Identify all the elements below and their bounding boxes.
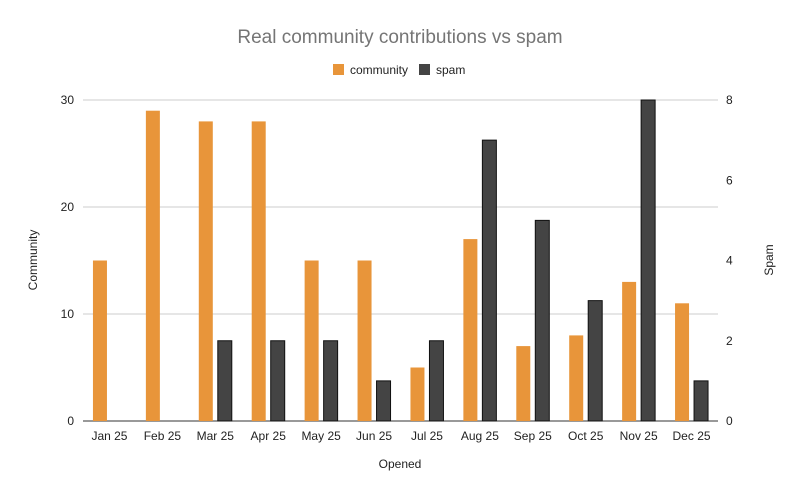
bar-community — [410, 367, 425, 421]
y-left-tick-label: 20 — [61, 200, 75, 214]
x-tick-label: Feb 25 — [144, 429, 182, 443]
x-tick-label: May 25 — [301, 429, 341, 443]
chart-title: Real community contributions vs spam — [237, 27, 562, 48]
x-tick-label: Nov 25 — [620, 429, 658, 443]
legend-label-spam: spam — [436, 63, 465, 77]
x-tick-label: Apr 25 — [251, 429, 287, 443]
bar-spam — [693, 380, 709, 422]
bar-community — [516, 346, 531, 421]
y-right-tick-label: 6 — [726, 173, 733, 187]
y-axis-right-label: Spam — [762, 244, 776, 275]
y-right-tick-label: 8 — [726, 93, 733, 107]
bar-spam — [428, 340, 444, 422]
bar-spam — [217, 340, 233, 422]
y-left-tick-label: 0 — [67, 414, 74, 428]
bar-community — [357, 260, 372, 421]
bar-spam — [323, 340, 339, 422]
y-right-tick-label: 2 — [726, 334, 733, 348]
x-tick-label: Aug 25 — [461, 429, 499, 443]
y-axis-right: 0 2 4 6 8 — [726, 93, 733, 428]
y-left-tick-label: 30 — [61, 93, 75, 107]
bars — [92, 99, 709, 422]
x-axis: Jan 25 Feb 25 Mar 25 Apr 25 May 25 Jun 25 Jul … — [91, 429, 710, 443]
bar-community — [463, 239, 478, 421]
x-tick-label: Sep 25 — [514, 429, 552, 443]
bar-community — [304, 260, 319, 421]
bar-spam — [376, 380, 392, 422]
y-left-tick-label: 10 — [61, 307, 75, 321]
legend-swatch-community — [333, 64, 344, 75]
bar-community — [92, 260, 107, 421]
x-axis-label: Opened — [379, 457, 422, 471]
bar-spam — [587, 300, 603, 422]
legend-label-community: community — [350, 63, 408, 77]
bar-community — [145, 110, 160, 421]
y-right-tick-label: 4 — [726, 254, 733, 268]
bar-community — [622, 281, 637, 421]
bar-spam — [640, 99, 656, 422]
x-tick-label: Dec 25 — [673, 429, 711, 443]
bar-spam — [534, 219, 550, 422]
gridlines — [83, 99, 718, 422]
y-right-tick-label: 0 — [726, 414, 733, 428]
bar-spam — [270, 340, 286, 422]
x-tick-label: Jun 25 — [356, 429, 392, 443]
x-tick-label: Jul 25 — [411, 429, 443, 443]
x-tick-label: Mar 25 — [197, 429, 235, 443]
bar-community — [198, 121, 213, 422]
bar-spam — [481, 139, 497, 422]
x-tick-label: Jan 25 — [91, 429, 127, 443]
y-axis-left-label: Community — [26, 230, 40, 291]
x-tick-label: Oct 25 — [568, 429, 604, 443]
legend: community spam — [333, 63, 465, 77]
y-axis-left: 0 10 20 30 — [61, 93, 75, 428]
bar-community — [569, 335, 584, 421]
bar-community — [251, 121, 266, 422]
legend-swatch-spam — [419, 64, 430, 75]
bar-community — [675, 303, 690, 421]
